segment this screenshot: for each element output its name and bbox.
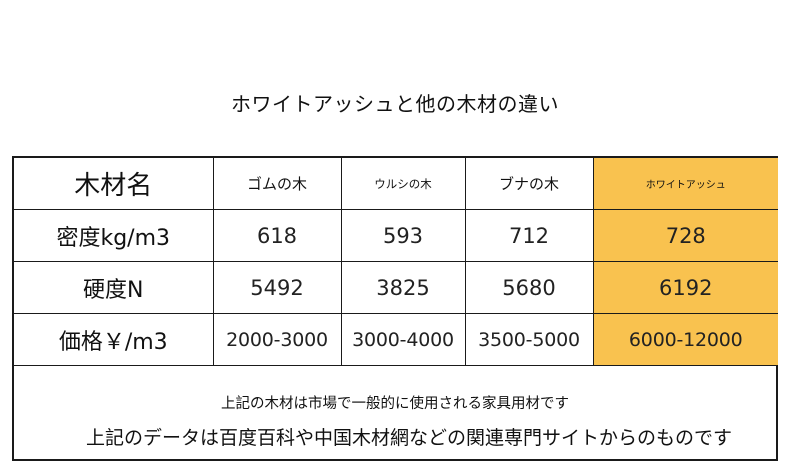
page-title: ホワイトアッシュと他の木材の違い bbox=[231, 92, 559, 116]
comparison-table: 木材名 ゴムの木 ウルシの木 ブナの木 ホワイトアッシュ 密度kg/m3 618… bbox=[14, 158, 778, 366]
cell-hardness-rubber: 5492 bbox=[212, 261, 342, 314]
table-row-price: 価格￥/m3 2000-3000 3000-4000 3500-5000 600… bbox=[14, 313, 778, 366]
table-row-density: 密度kg/m3 618 593 712 728 bbox=[14, 209, 778, 262]
header-rubber-wood: ゴムの木 bbox=[212, 158, 342, 210]
cell-hardness-beech: 5680 bbox=[464, 261, 594, 314]
cell-price-lacquer: 3000-4000 bbox=[340, 313, 466, 366]
table-header-row: 木材名 ゴムの木 ウルシの木 ブナの木 ホワイトアッシュ bbox=[14, 158, 778, 210]
cell-density-lacquer: 593 bbox=[340, 209, 466, 262]
note-common-furniture-woods: 上記の木材は市場で一般的に使用される家具用材です bbox=[221, 396, 569, 412]
header-beech: ブナの木 bbox=[464, 158, 594, 210]
comparison-table-frame: 木材名 ゴムの木 ウルシの木 ブナの木 ホワイトアッシュ 密度kg/m3 618… bbox=[12, 156, 778, 461]
cell-price-rubber: 2000-3000 bbox=[212, 313, 342, 366]
cell-density-rubber: 618 bbox=[212, 209, 342, 262]
row-label-density: 密度kg/m3 bbox=[14, 209, 214, 262]
cell-hardness-lacquer: 3825 bbox=[340, 261, 466, 314]
cell-density-beech: 712 bbox=[464, 209, 594, 262]
row-label-hardness: 硬度N bbox=[14, 261, 214, 314]
table-row-hardness: 硬度N 5492 3825 5680 6192 bbox=[14, 261, 778, 314]
header-wood-name-label: 木材名 bbox=[14, 158, 214, 210]
header-lacquer-wood: ウルシの木 bbox=[340, 158, 466, 210]
notes-section: 上記の木材は市場で一般的に使用される家具用材です 上記のデータは百度百科や中国木… bbox=[14, 366, 776, 459]
note-data-source: 上記のデータは百度百科や中国木材網などの関連専門サイトからのものです bbox=[86, 427, 733, 449]
cell-hardness-white-ash: 6192 bbox=[592, 261, 778, 314]
cell-price-beech: 3500-5000 bbox=[464, 313, 594, 366]
header-white-ash: ホワイトアッシュ bbox=[592, 158, 778, 210]
cell-density-white-ash: 728 bbox=[592, 209, 778, 262]
row-label-price: 価格￥/m3 bbox=[14, 313, 214, 366]
cell-price-white-ash: 6000-12000 bbox=[592, 313, 778, 366]
